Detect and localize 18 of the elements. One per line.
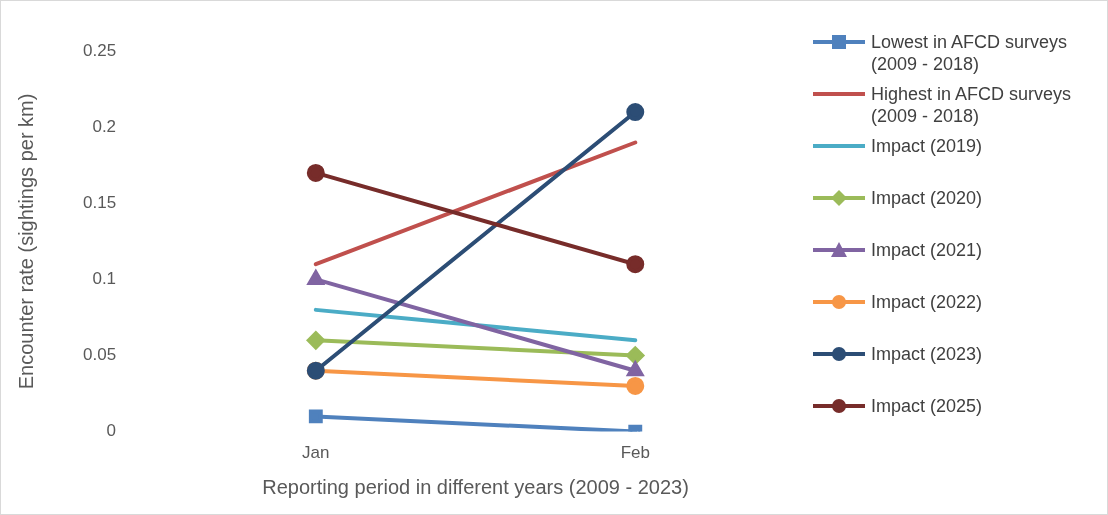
y-tick-label: 0.15 [82,193,117,213]
legend-label: Impact (2025) [871,395,983,417]
legend-label: Impact (2022) [871,291,983,313]
legend-label: Impact (2023) [871,343,983,365]
legend-label: Lowest in AFCD surveys (2009 - 2018) [871,31,1069,75]
legend-label: Impact (2021) [871,239,983,261]
x-tick-label: Feb [620,443,650,463]
legend-label: Highest in AFCD surveys (2009 - 2018) [871,83,1073,127]
legend-label: Impact (2019) [871,135,983,157]
y-tick-label: 0.1 [92,269,117,289]
y-tick-label: 0.05 [82,345,117,365]
legend-label: Impact (2020) [871,187,983,209]
y-tick-label: 0.25 [82,40,117,60]
y-axis-title: Encounter rate (sightings per km) [14,93,37,390]
y-tick-label: 0.2 [92,116,117,136]
y-tick-label: 0 [106,421,117,441]
x-tick-label: Jan [302,443,330,463]
x-axis-title: Reporting period in different years (2009 - 2023) [262,475,689,498]
